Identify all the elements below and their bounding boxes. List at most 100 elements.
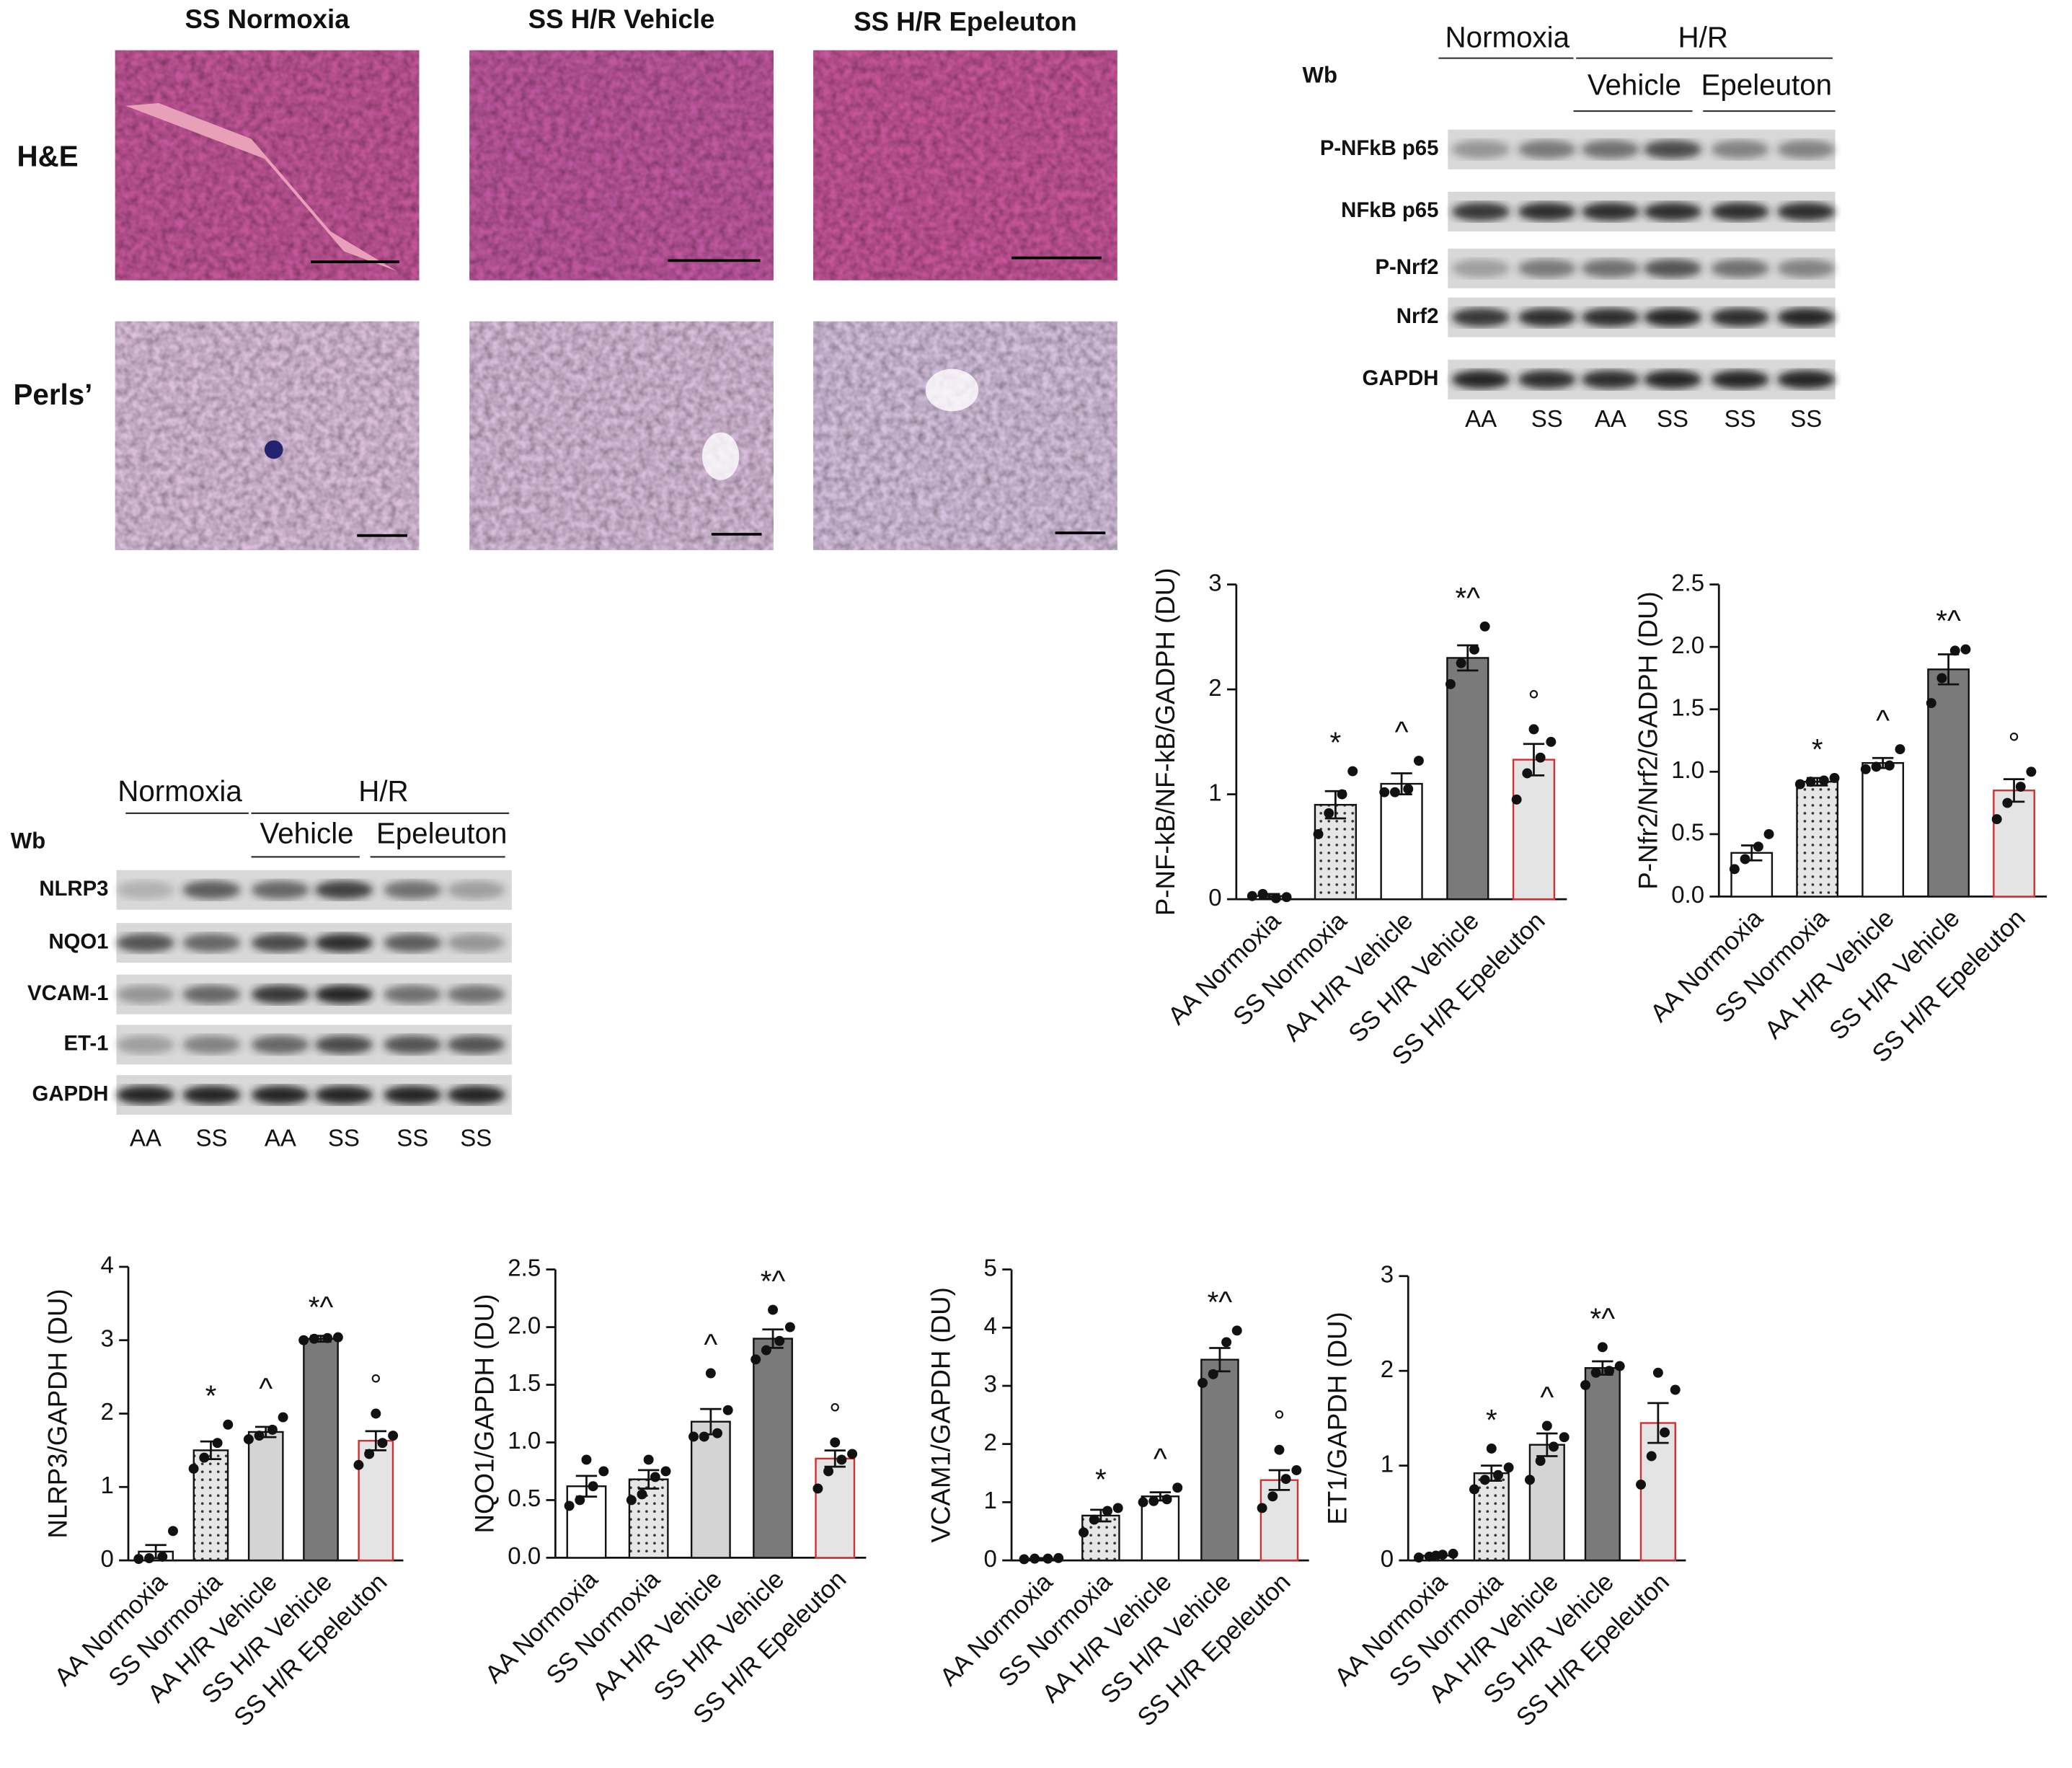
y-tick-label: 0.5 [508,1485,541,1511]
data-point [1753,841,1763,852]
data-point [1580,1379,1590,1390]
blot-band [182,1085,241,1105]
blot-label: SS [460,1125,492,1152]
blot-label: SS [1790,405,1822,432]
row-title: Perls’ [14,378,93,411]
blot-band [116,1035,175,1054]
he-image [115,50,420,280]
data-point [332,1332,343,1343]
data-point [1479,1475,1490,1485]
blot-label: SS [1657,405,1688,432]
significance-mark: ^ [1395,715,1409,748]
data-point [1030,1553,1040,1564]
blot-band [1643,202,1702,221]
significance-mark: ^ [259,1372,273,1405]
y-tick-label: 1.0 [1671,756,1704,783]
data-point [1511,794,1522,805]
column-title: SS Normoxia [185,4,350,34]
data-point [660,1466,671,1477]
data-point [212,1438,223,1449]
data-point [1281,892,1292,903]
data-point [133,1554,144,1565]
significance-mark: ° [1528,684,1539,717]
bar [815,1457,856,1559]
data-point [712,1428,722,1438]
data-point [823,1466,834,1477]
blot-band [314,1035,373,1054]
data-point [1337,789,1347,800]
significance-mark: *^ [1455,581,1480,614]
y-tick-label: 4 [100,1252,113,1278]
blot-label: Normoxia [1445,21,1570,54]
data-point [1646,1451,1657,1462]
y-tick-label: 0 [1208,884,1221,911]
blot-label: Nrf2 [1396,304,1439,328]
data-point [689,1431,699,1442]
data-point [1161,1494,1172,1505]
data-point [188,1463,199,1474]
blot-label: H/R [358,774,408,808]
data-point [1597,1342,1608,1353]
data-point [1079,1527,1089,1538]
blot-band [116,880,175,900]
data-point [1291,1465,1302,1475]
blot-band [251,1035,310,1054]
blot-label: Wb [1303,63,1337,88]
blot-band [383,1035,442,1054]
data-point [1403,784,1414,795]
blot-band [446,985,505,1004]
data-point [581,1454,592,1465]
data-point [1960,644,1971,655]
blot-band [1776,140,1836,159]
blot-label: H/R [1678,21,1728,54]
blot-band [446,880,505,900]
y-tick-label: 2.0 [1671,632,1704,658]
y-tick-label: 0.0 [1671,881,1704,908]
column-title: SS H/R Epeleuton [854,7,1077,37]
significance-mark: * [205,1379,217,1413]
blot-label: NQO1 [48,929,108,953]
data-point [836,1454,847,1465]
blot-band [446,1085,505,1105]
blot-band [182,933,241,952]
bar [1512,759,1556,901]
data-point [1270,893,1281,903]
blot-band [1451,259,1510,278]
blot-label: AA [1465,405,1497,432]
data-point [1138,1497,1148,1508]
data-point [588,1481,598,1492]
y-tick-label: 3 [1381,1260,1394,1287]
blot-band [116,1085,175,1105]
data-point [1456,658,1466,668]
data-point [1274,1444,1285,1455]
data-point [1895,744,1905,755]
y-tick-label: 0 [1381,1545,1394,1572]
data-point [1280,1474,1291,1485]
blot-label: SS [196,1125,228,1152]
data-point [1670,1384,1681,1395]
data-point [322,1332,333,1343]
blot-band [1711,370,1769,389]
data-point [1469,644,1479,655]
blot-band [1451,140,1510,159]
blot-label: GAPDH [32,1082,109,1105]
blot-band [1518,202,1577,221]
data-point [388,1431,399,1441]
data-point [847,1449,858,1459]
data-point [1860,764,1871,774]
data-point [1660,1427,1670,1438]
perls-image [115,321,420,550]
bar [1446,657,1489,901]
significance-mark: ° [370,1368,381,1401]
blot-band [314,1085,373,1105]
blot-band [251,933,310,952]
blot-band [446,933,505,952]
blot-label: AA [130,1125,161,1152]
blot-label: SS [1725,405,1756,432]
data-point [1871,761,1882,772]
blot-strip [1448,297,1836,337]
blot-band [383,1085,442,1105]
bar [1861,761,1905,898]
